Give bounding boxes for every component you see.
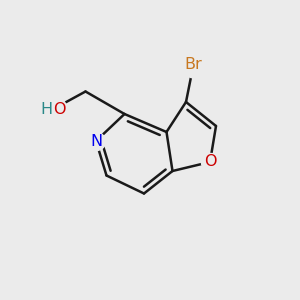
Text: O: O — [53, 102, 66, 117]
Text: N: N — [90, 134, 102, 148]
Text: O: O — [204, 154, 216, 169]
Text: H: H — [40, 102, 52, 117]
Text: Br: Br — [184, 57, 202, 72]
